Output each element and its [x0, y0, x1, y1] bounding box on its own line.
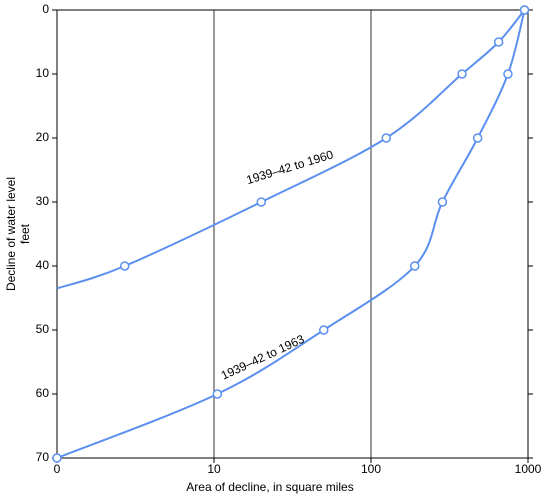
curve-label: 1939–42 to 1963 — [219, 332, 307, 383]
x-tick-label: 1000 — [515, 462, 541, 476]
y-tick-label: 40 — [36, 258, 50, 272]
x-tick-label: 100 — [361, 462, 381, 476]
curve — [56, 9, 526, 290]
data-point — [52, 453, 62, 463]
curve-label: 1939–42 to 1960 — [245, 147, 336, 187]
curve — [56, 9, 526, 459]
data-point — [493, 37, 504, 47]
data-point — [318, 325, 329, 335]
y-tick-label: 0 — [42, 2, 49, 16]
y-tick-label: 30 — [36, 194, 50, 208]
y-axis-label: feet — [18, 223, 32, 244]
data-point — [212, 389, 223, 399]
y-tick-label: 10 — [36, 66, 50, 80]
x-tick-label: 10 — [207, 462, 221, 476]
x-axis-label: Area of decline, in square miles — [186, 480, 353, 494]
y-tick-label: 20 — [36, 130, 50, 144]
data-point — [457, 69, 467, 79]
data-point — [503, 69, 513, 79]
y-axis-label: Decline of water level — [4, 177, 18, 291]
data-point — [519, 5, 530, 15]
y-tick-label: 70 — [36, 450, 50, 464]
data-point — [472, 133, 483, 143]
data-point — [410, 261, 420, 271]
x-tick-label: 0 — [54, 462, 61, 476]
data-point — [256, 197, 267, 207]
data-point — [437, 197, 448, 207]
data-point — [119, 261, 130, 271]
data-point — [381, 133, 391, 143]
y-tick-label: 50 — [36, 322, 50, 336]
y-tick-label: 60 — [36, 386, 50, 400]
